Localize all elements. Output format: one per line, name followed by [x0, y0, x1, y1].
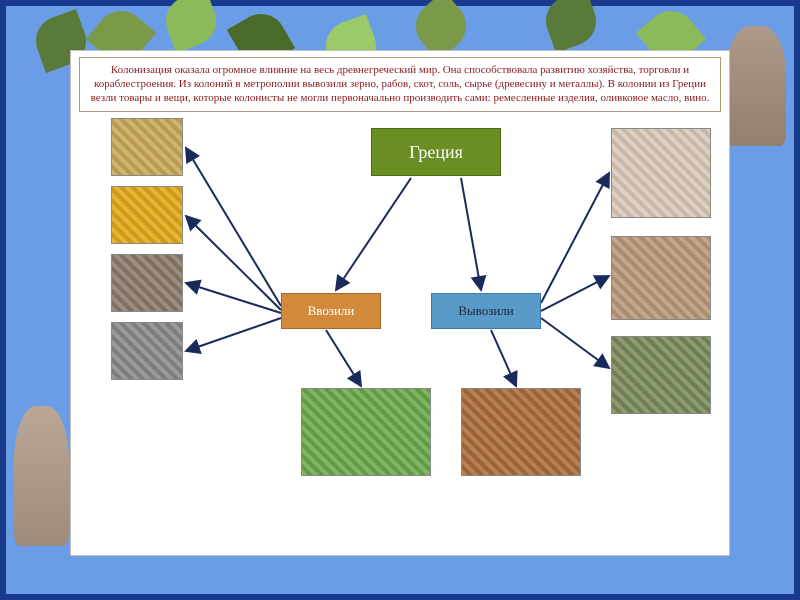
node-label: Греция — [409, 142, 463, 163]
image-metal — [111, 322, 183, 380]
node-label: Вывозили — [458, 303, 514, 319]
statue-icon — [14, 406, 69, 546]
statue-icon — [726, 26, 786, 146]
image-wood — [111, 254, 183, 312]
image-grain — [111, 118, 183, 176]
node-label: Ввозили — [308, 303, 355, 319]
image-cattle — [301, 388, 431, 476]
image-sculpture — [611, 128, 711, 218]
intro-text: Колонизация оказала огромное влияние на … — [79, 57, 721, 112]
image-vases — [461, 388, 581, 476]
image-tapestry — [611, 236, 711, 320]
leaf-decoration — [539, 0, 603, 53]
node-greece: Греция — [371, 128, 501, 176]
image-weapons — [611, 336, 711, 414]
trade-diagram: Греция Ввозили Вывозили — [71, 118, 729, 508]
node-import: Ввозили — [281, 293, 381, 329]
leaf-decoration — [159, 0, 223, 53]
image-honeycomb — [111, 186, 183, 244]
node-export: Вывозили — [431, 293, 541, 329]
content-panel: Колонизация оказала огромное влияние на … — [70, 50, 730, 556]
slide-frame: Колонизация оказала огромное влияние на … — [0, 0, 800, 600]
